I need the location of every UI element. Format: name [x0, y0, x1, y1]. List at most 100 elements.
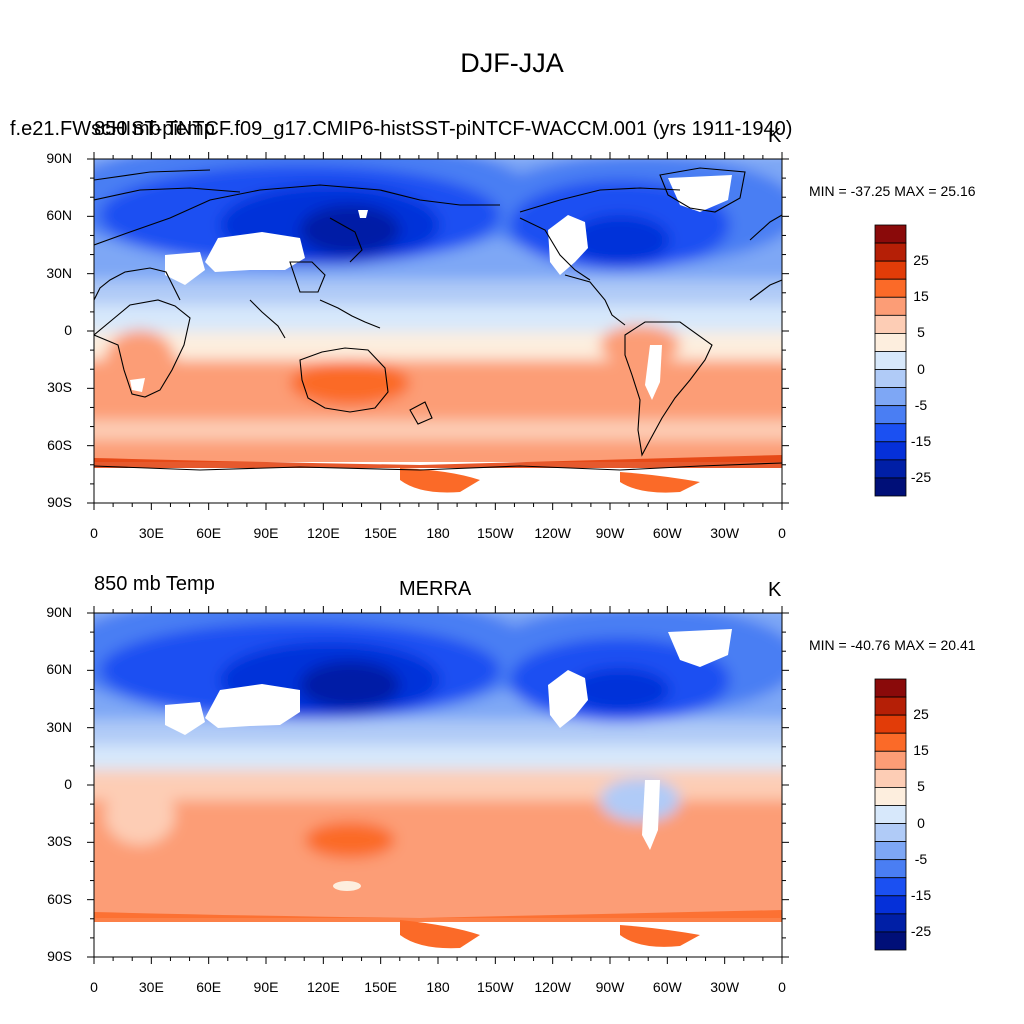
lon-tick-label: 30E	[138, 979, 164, 995]
colorbar-label: 25	[913, 706, 929, 723]
lat-tick-label: 60N	[46, 207, 72, 224]
coastline	[249, 299, 286, 339]
coastline	[409, 401, 433, 425]
colorbar2-swatch	[874, 877, 907, 897]
lon-tick-label: 180	[426, 979, 450, 995]
coastline	[519, 217, 591, 281]
lat-tick-label: 30S	[47, 833, 72, 850]
lon-tick-label: 60W	[652, 979, 682, 995]
colorbar1-swatch	[874, 296, 907, 316]
colorbar1-swatch	[874, 423, 907, 443]
colorbar2-swatch	[874, 931, 907, 951]
coastline	[519, 187, 681, 213]
map-frames	[87, 152, 789, 964]
colorbar1-swatch	[874, 242, 907, 262]
lon-tick-label: 30W	[710, 525, 740, 541]
colorbar-label: 15	[913, 288, 929, 305]
colorbar1-swatch	[874, 405, 907, 425]
lon-tick-label: 120E	[306, 525, 340, 541]
lon-tick-label: 180	[426, 525, 450, 541]
colorbar1-swatch	[874, 387, 907, 407]
lon-tick-label: 120W	[534, 979, 571, 995]
colorbar2-swatch	[874, 750, 907, 770]
panel2-min-max: MIN = -40.76 MAX = 20.41	[809, 637, 976, 653]
lon-tick-label: 60E	[196, 525, 222, 541]
colorbar1-swatch	[874, 459, 907, 479]
lon-tick-label: 90E	[253, 525, 279, 541]
colorbars	[874, 224, 907, 951]
coastline	[289, 261, 326, 293]
coastline	[659, 167, 746, 213]
coastline	[299, 347, 389, 413]
lon-tick-label: 120W	[534, 525, 571, 541]
lon-tick-label: 0	[90, 979, 98, 995]
panel2-map	[94, 613, 782, 957]
panel1-variable-label: 850 mb Temp	[94, 118, 215, 140]
coastline	[329, 217, 363, 263]
colorbar-label: -25	[910, 922, 932, 939]
lon-tick-label: 150W	[477, 525, 514, 541]
coastline	[94, 169, 211, 181]
coastline	[749, 279, 782, 301]
coastline	[94, 267, 181, 301]
panel2-units-label: K	[768, 579, 782, 601]
colorbar2-swatch	[874, 859, 907, 879]
lat-tick-label: 60S	[47, 436, 72, 453]
colorbar1-swatch	[874, 314, 907, 334]
colorbar2-swatch	[874, 823, 907, 842]
colorbar2-swatch	[874, 768, 907, 788]
colorbar1-swatch	[874, 351, 907, 370]
colorbar1-swatch	[874, 441, 907, 461]
lon-tick-label: 150E	[364, 979, 398, 995]
panel2-dataset-label: MERRA	[399, 578, 472, 600]
colorbar-label: 5	[917, 324, 925, 341]
colorbar-label: 0	[917, 814, 925, 831]
lon-tick-label: 0	[778, 525, 786, 541]
colorbar1-swatch	[874, 224, 907, 244]
coastline	[624, 321, 713, 457]
lon-tick-label: 90E	[253, 979, 279, 995]
colorbar2-swatch	[874, 678, 907, 698]
colorbar-label: 15	[913, 742, 929, 759]
lat-tick-label: 90S	[47, 948, 72, 964]
colorbar2-swatch	[874, 714, 907, 734]
lon-tick-label: 0	[90, 525, 98, 541]
lat-tick-label: 60N	[46, 661, 72, 678]
lon-tick-label: 150W	[477, 979, 514, 995]
colorbar1-swatch	[874, 260, 907, 280]
lon-tick-label: 30W	[710, 979, 740, 995]
colorbar-label: 0	[917, 360, 925, 377]
coastline	[749, 214, 782, 241]
colorbar-label: -5	[914, 850, 928, 867]
colorbar-label: -15	[910, 886, 932, 903]
colorbar1-swatch	[874, 369, 907, 388]
colorbar2-swatch	[874, 895, 907, 915]
lat-tick-label: 30N	[46, 264, 72, 281]
lon-tick-label: 60E	[196, 979, 222, 995]
panel1-units-label: K	[768, 125, 782, 147]
coastline	[94, 187, 241, 201]
colorbar-label: -25	[910, 468, 932, 485]
colorbar1-swatch	[874, 477, 907, 497]
lon-tick-label: 90W	[595, 979, 625, 995]
colorbar2-swatch	[874, 732, 907, 752]
lat-tick-label: 90S	[47, 494, 72, 510]
colorbar2-swatch	[874, 696, 907, 716]
lon-tick-label: 90W	[595, 525, 625, 541]
panel1-min-max: MIN = -37.25 MAX = 25.16	[809, 183, 976, 199]
lat-tick-label: 30S	[47, 379, 72, 396]
lat-tick-label: 0	[64, 322, 72, 338]
lat-tick-label: 30N	[46, 718, 72, 735]
colorbar2-swatch	[874, 787, 907, 806]
coastline	[94, 299, 191, 398]
colorbar-label: -5	[914, 396, 928, 413]
coastlines	[94, 167, 782, 471]
colorbar1-swatch	[874, 332, 907, 352]
panel2-variable-label: 850 mb Temp	[94, 573, 215, 595]
colorbar-label: -15	[910, 432, 932, 449]
lon-tick-label: 30E	[138, 525, 164, 541]
coastline	[94, 462, 782, 471]
colorbar2-swatch	[874, 913, 907, 933]
colorbar2-swatch	[874, 805, 907, 824]
